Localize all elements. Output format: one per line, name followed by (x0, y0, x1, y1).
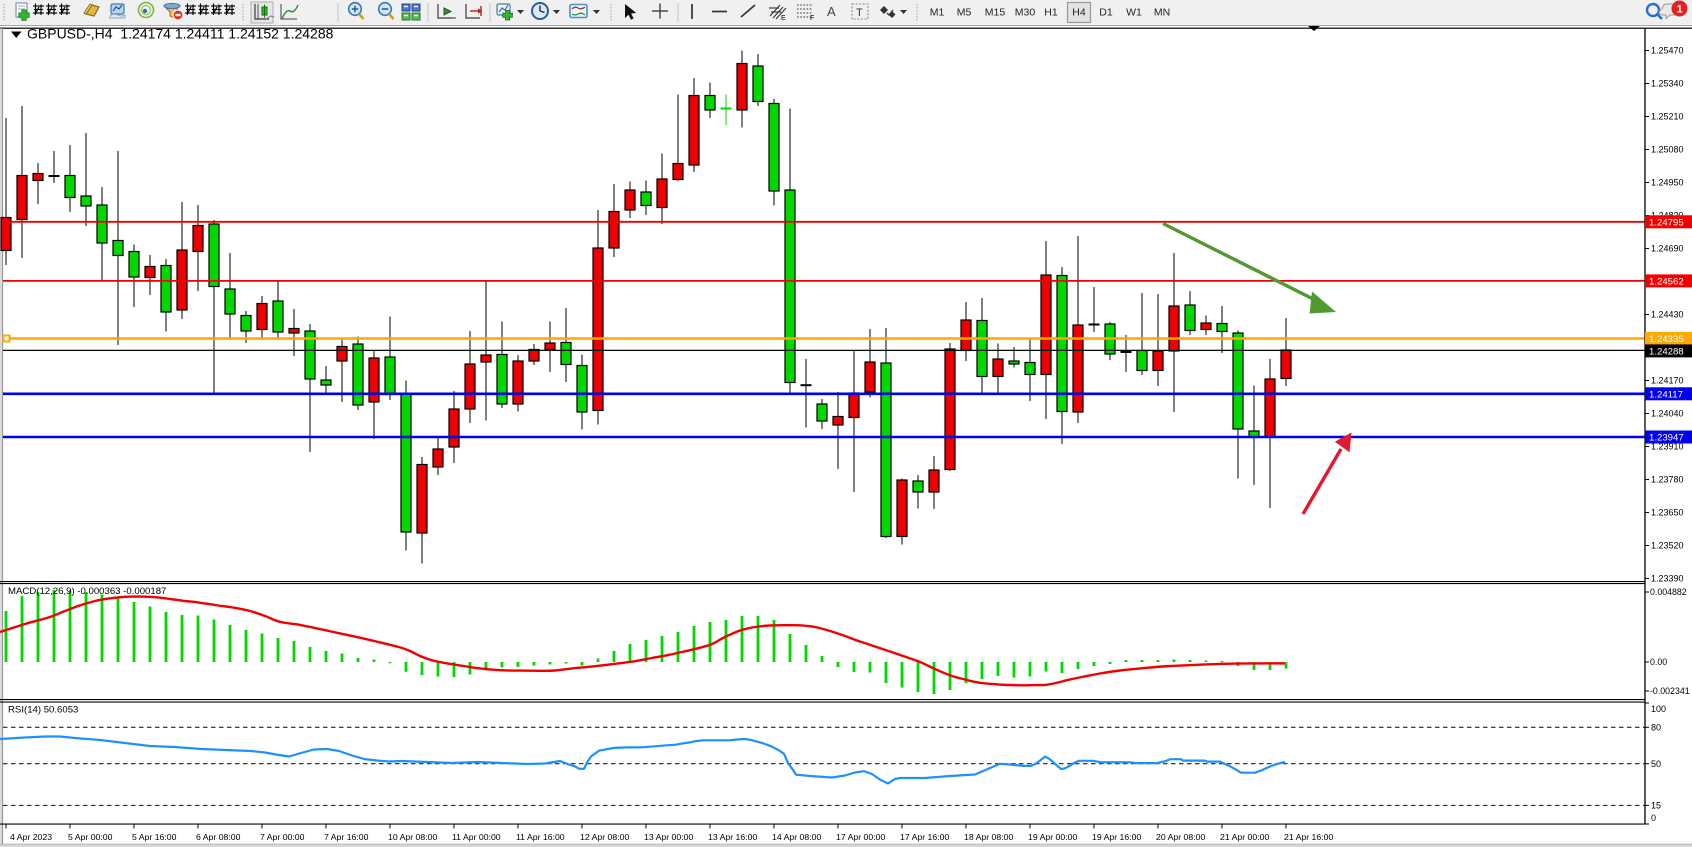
svg-text:13 Apr 00:00: 13 Apr 00:00 (644, 832, 693, 842)
svg-text:1.24117: 1.24117 (1649, 389, 1683, 400)
svg-text:0.004882: 0.004882 (1650, 587, 1687, 597)
svg-text:7 Apr 00:00: 7 Apr 00:00 (260, 832, 305, 842)
svg-text:0.00: 0.00 (1650, 657, 1667, 667)
svg-text:14 Apr 08:00: 14 Apr 08:00 (772, 832, 821, 842)
svg-text:17 Apr 00:00: 17 Apr 00:00 (836, 832, 885, 842)
svg-text:4 Apr 2023: 4 Apr 2023 (10, 832, 52, 842)
svg-text:1.24430: 1.24430 (1651, 310, 1684, 320)
svg-text:50: 50 (1651, 759, 1661, 769)
svg-text:D1: D1 (1099, 7, 1113, 19)
svg-text:1.23947: 1.23947 (1649, 433, 1684, 444)
svg-text:MACD(12,26,9) -0.000363 -0.000: MACD(12,26,9) -0.000363 -0.000187 (8, 586, 166, 597)
svg-text:E: E (781, 15, 786, 22)
svg-text:1.23520: 1.23520 (1651, 541, 1684, 551)
svg-text:W1: W1 (1126, 7, 1142, 19)
svg-text:18 Apr 08:00: 18 Apr 08:00 (964, 832, 1013, 842)
svg-text:5 Apr 16:00: 5 Apr 16:00 (132, 832, 177, 842)
svg-text:H1: H1 (1044, 7, 1058, 19)
svg-text:17 Apr 16:00: 17 Apr 16:00 (900, 832, 949, 842)
svg-text:1.23390: 1.23390 (1651, 574, 1684, 584)
svg-text:1.24040: 1.24040 (1651, 409, 1684, 419)
svg-text:15: 15 (1651, 801, 1661, 811)
svg-text:H4: H4 (1072, 7, 1086, 19)
svg-text:MN: MN (1154, 7, 1170, 19)
svg-text:M30: M30 (1015, 7, 1036, 19)
svg-text:6 Apr 08:00: 6 Apr 08:00 (196, 832, 241, 842)
svg-text:5 Apr 00:00: 5 Apr 00:00 (68, 832, 113, 842)
svg-text:20 Apr 08:00: 20 Apr 08:00 (1156, 832, 1205, 842)
svg-text:11 Apr 00:00: 11 Apr 00:00 (452, 832, 501, 842)
svg-text:GBPUSD-,H4 1.24174 1.24411 1.: GBPUSD-,H4 1.24174 1.24411 1.24152 1.242… (27, 26, 334, 42)
svg-text:13 Apr 16:00: 13 Apr 16:00 (708, 832, 757, 842)
svg-text:A: A (827, 4, 836, 19)
svg-text:1: 1 (1676, 4, 1682, 16)
svg-text:M5: M5 (957, 7, 972, 19)
svg-text:12 Apr 08:00: 12 Apr 08:00 (580, 832, 629, 842)
svg-text:T: T (856, 7, 863, 19)
svg-text:1.25080: 1.25080 (1651, 145, 1684, 155)
svg-text:RSI(14) 50.6053: RSI(14) 50.6053 (8, 705, 78, 716)
svg-text:1.25210: 1.25210 (1651, 112, 1684, 122)
svg-text:1.23910: 1.23910 (1651, 442, 1684, 452)
svg-text:1.23650: 1.23650 (1651, 508, 1684, 518)
svg-text:1.25470: 1.25470 (1651, 46, 1684, 56)
svg-text:21 Apr 16:00: 21 Apr 16:00 (1284, 832, 1333, 842)
svg-text:100: 100 (1651, 704, 1666, 714)
svg-text:10 Apr 08:00: 10 Apr 08:00 (388, 832, 437, 842)
svg-text:1.24170: 1.24170 (1651, 376, 1684, 386)
svg-text:19 Apr 16:00: 19 Apr 16:00 (1092, 832, 1141, 842)
svg-text:M15: M15 (985, 7, 1006, 19)
svg-text:1.24288: 1.24288 (1649, 346, 1684, 357)
svg-text:1.23780: 1.23780 (1651, 475, 1684, 485)
svg-text:80: 80 (1651, 723, 1661, 733)
svg-text:1.25340: 1.25340 (1651, 79, 1684, 89)
svg-text:7 Apr 16:00: 7 Apr 16:00 (324, 832, 369, 842)
svg-text:1.24795: 1.24795 (1649, 217, 1684, 228)
svg-text:1.24690: 1.24690 (1651, 244, 1684, 254)
svg-text:-0.002341: -0.002341 (1650, 686, 1690, 696)
svg-text:F: F (810, 15, 814, 22)
svg-text:11 Apr 16:00: 11 Apr 16:00 (516, 832, 565, 842)
svg-text:0: 0 (1651, 813, 1656, 823)
svg-text:1.24950: 1.24950 (1651, 178, 1684, 188)
svg-text:1.24335: 1.24335 (1649, 334, 1684, 345)
svg-text:21 Apr 00:00: 21 Apr 00:00 (1220, 832, 1269, 842)
svg-text:1.24562: 1.24562 (1649, 276, 1684, 287)
svg-text:19 Apr 00:00: 19 Apr 00:00 (1028, 832, 1077, 842)
svg-text:M1: M1 (930, 7, 945, 19)
